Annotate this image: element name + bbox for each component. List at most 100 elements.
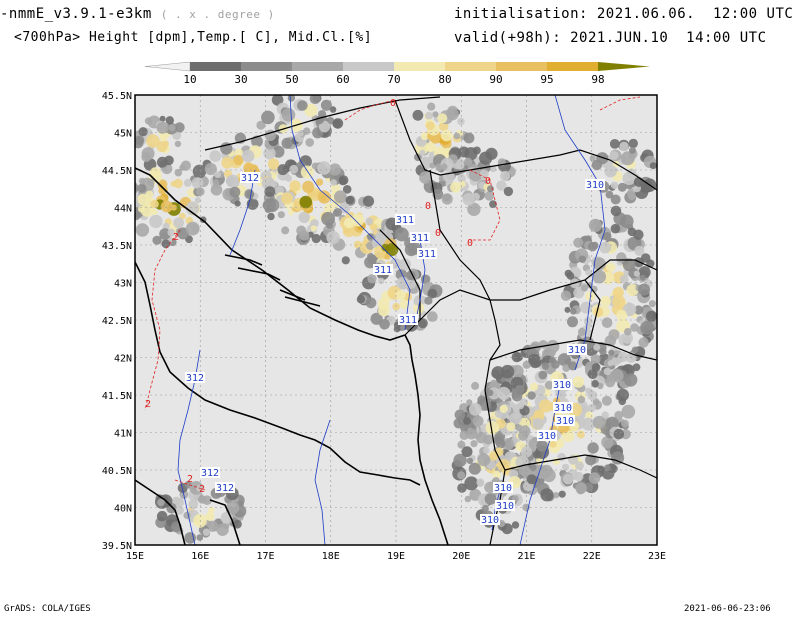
cloud-cell <box>246 190 254 198</box>
cloud-cell <box>446 107 459 121</box>
cloud-cell <box>144 117 152 125</box>
cloud-cell <box>233 519 242 529</box>
cloud-cell <box>577 395 586 404</box>
cloud-cell <box>425 111 433 120</box>
cloud-cell <box>544 380 554 390</box>
cloud-cell <box>589 155 596 162</box>
cloud-cell <box>499 170 511 182</box>
model-title: -nmmE_v3.9.1-e3km ( . x . degree ) <box>0 6 275 22</box>
cloud-cell <box>585 411 594 420</box>
cloud-cell <box>194 197 201 203</box>
footer-right: 2021-06-06-23:06 <box>684 604 771 614</box>
cloud-cell <box>514 384 525 395</box>
cloud-cell <box>604 164 617 178</box>
cloud-cell <box>601 436 614 449</box>
color-legend: 10 30 50 60 70 80 90 95 98 <box>144 61 650 86</box>
lat-label: 44N <box>114 204 132 215</box>
height-label: 310 <box>481 515 499 526</box>
legend-tick-label: 60 <box>336 73 349 86</box>
height-label: 311 <box>399 315 417 326</box>
cloud-cell <box>377 277 385 285</box>
cloud-cell <box>481 505 489 513</box>
cloud-cell <box>592 415 606 429</box>
cloud-cell <box>573 287 585 299</box>
temp-label: 0 <box>390 98 396 109</box>
cloud-cell <box>638 283 651 296</box>
cloud-cell <box>162 140 169 147</box>
legend-tick-label: 95 <box>540 73 553 86</box>
cloud-cell <box>463 157 473 166</box>
cloud-cell <box>370 312 383 325</box>
height-contour-line <box>289 95 411 331</box>
cloud-cell <box>476 478 485 487</box>
cloud-cell <box>493 434 504 445</box>
cloud-cell <box>161 239 171 249</box>
cloud-cell <box>611 451 625 465</box>
cloud-cell <box>484 481 496 494</box>
cloud-cell <box>356 295 366 304</box>
cloud-cell <box>304 103 318 117</box>
cloud-cell <box>468 462 481 475</box>
cloud-cell <box>450 181 461 193</box>
cloud-cell <box>540 488 554 502</box>
cloud-cell <box>417 318 428 329</box>
height-label: 310 <box>554 403 572 414</box>
lat-label: 45.5N <box>102 91 132 102</box>
height-label-bg <box>200 467 220 478</box>
cloud-cell <box>608 349 615 356</box>
cloud-cell <box>533 450 542 459</box>
cloud-cell <box>318 120 331 133</box>
cloud-cell <box>603 367 612 376</box>
cloud-cell <box>379 319 390 330</box>
cloud-cell <box>512 413 519 420</box>
height-label-bg <box>417 248 437 259</box>
height-label: 310 <box>496 501 514 512</box>
cloud-cell <box>592 257 606 271</box>
cloud-cell <box>234 200 241 207</box>
border-1 <box>204 96 441 151</box>
cloud-cell <box>342 185 352 194</box>
cloud-cell <box>517 402 525 410</box>
cloud-cell <box>562 430 575 443</box>
cloud-cell <box>384 253 391 260</box>
cloud-cell <box>281 137 293 149</box>
cloud-cell <box>587 403 597 413</box>
cloud-cell <box>339 203 351 214</box>
cloud-cell <box>302 180 315 193</box>
cloud-cell <box>209 150 222 163</box>
cloud-cell <box>315 178 324 186</box>
legend-swatch <box>394 62 446 71</box>
cloud-cell <box>593 343 601 351</box>
cloud-cell <box>639 274 646 281</box>
cloud-cell <box>300 165 314 179</box>
height-label-bg <box>585 179 605 190</box>
cloud-cell <box>586 389 595 397</box>
height-label-bg <box>495 500 515 511</box>
cloud-cell <box>640 253 651 263</box>
cloud-cell <box>633 270 641 277</box>
cloud-cell <box>420 156 429 165</box>
height-label-bg <box>537 430 557 441</box>
cloud-cell <box>624 373 638 387</box>
cloud-cell <box>628 138 638 149</box>
balkan-coast <box>404 334 449 545</box>
island-1 <box>224 254 263 266</box>
cloud-cell <box>568 361 578 371</box>
cloud-cell <box>157 181 166 189</box>
legend-tick-label: 98 <box>591 73 604 86</box>
cloud-cell <box>466 457 474 464</box>
cloud-cell <box>610 205 622 217</box>
height-label: 310 <box>553 380 571 391</box>
height-label-bg <box>395 214 415 225</box>
cloud-cell <box>425 121 435 131</box>
cloud-cell <box>137 183 147 193</box>
cloud-cell <box>333 208 343 217</box>
cloud-cell <box>226 501 240 515</box>
cloud-cell <box>138 205 145 213</box>
cloud-cell <box>628 192 636 201</box>
cloud-cell <box>597 465 605 473</box>
cloud-cell <box>362 195 375 207</box>
legend-tick-label: 90 <box>489 73 502 86</box>
height-contour-line <box>229 169 256 256</box>
